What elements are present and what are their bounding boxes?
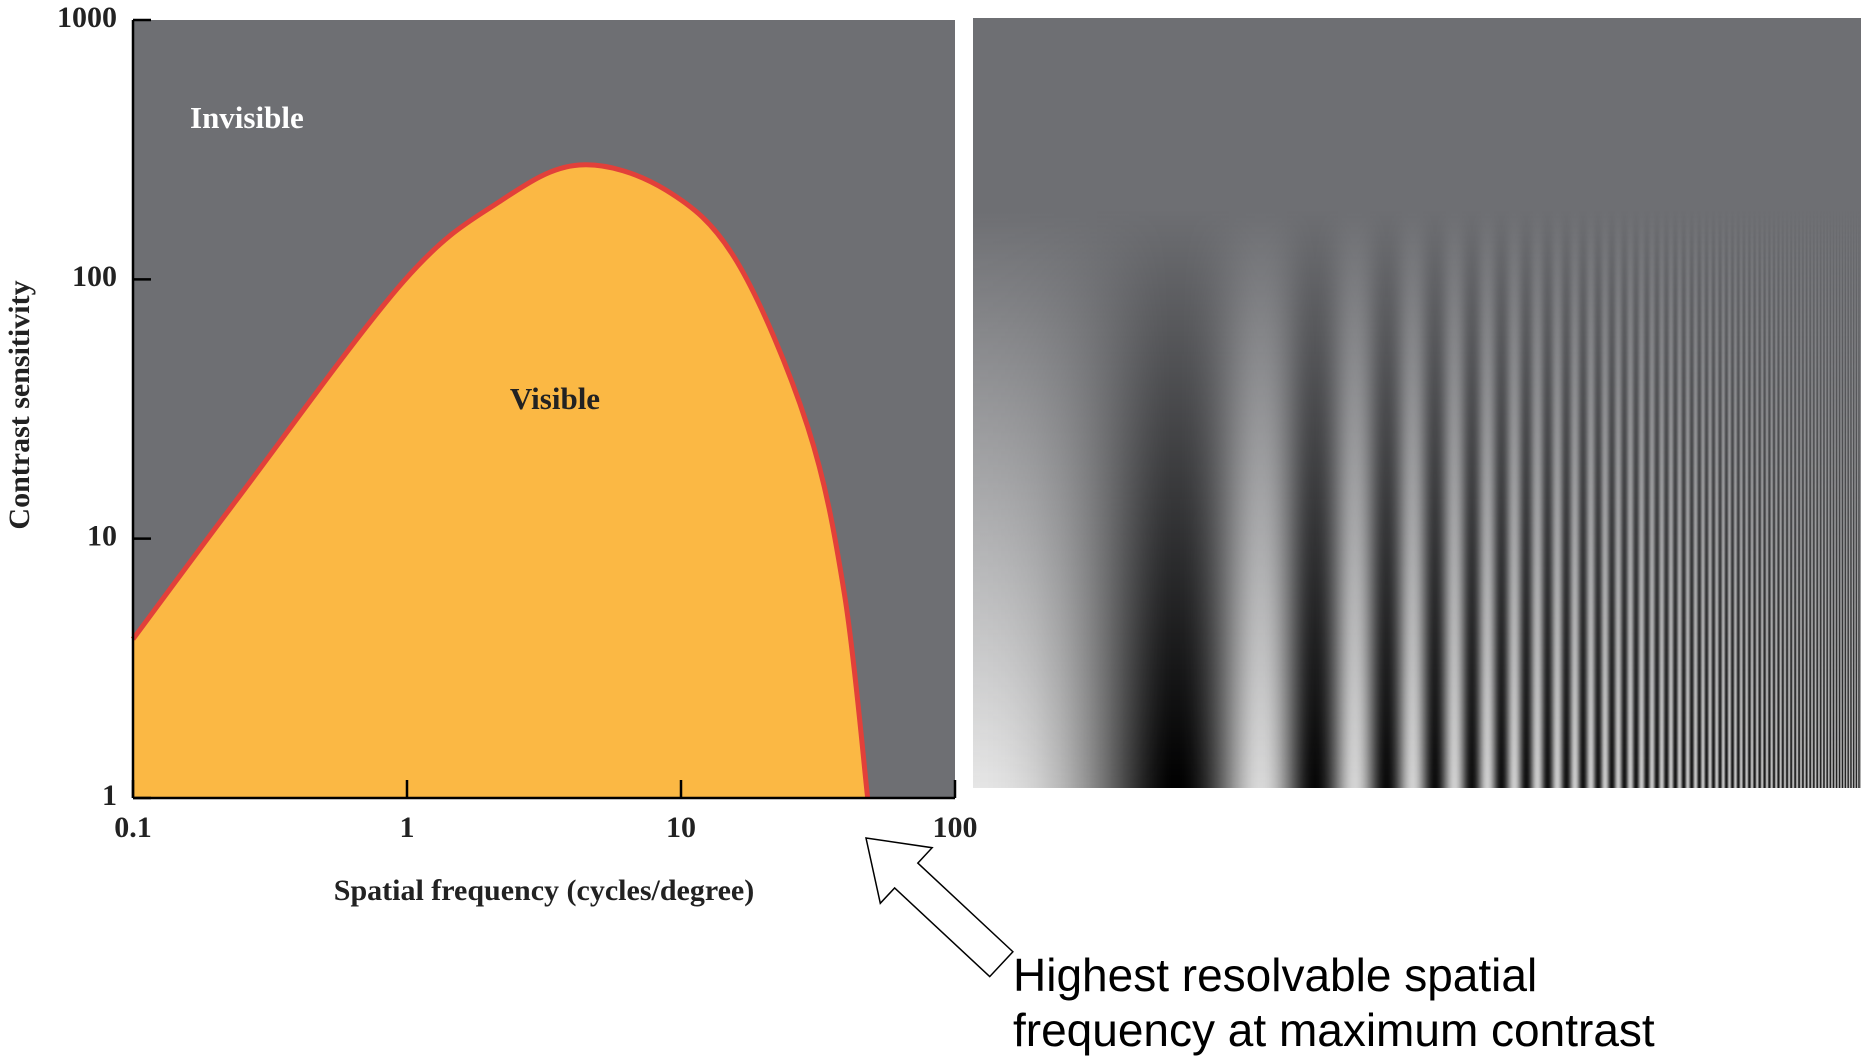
x-tick-label: 0.1	[114, 811, 152, 844]
annotation: Invisible	[190, 100, 304, 135]
callout: frequency at maximum contrast	[1013, 1004, 1655, 1056]
x-tick-label: 10	[666, 811, 696, 844]
page: {"chart_data": { "type": "area", "x_labe…	[0, 0, 1864, 1062]
x-axis-label: Spatial frequency (cycles/degree)	[334, 874, 754, 907]
grating-stripe	[1860, 18, 1861, 788]
callout: Highest resolvable spatial	[1013, 949, 1537, 1001]
y-tick-label: 10	[87, 520, 117, 553]
x-tick-label: 100	[933, 811, 978, 844]
y-tick-label: 100	[72, 260, 117, 293]
annotation: Visible	[510, 381, 600, 416]
y-tick-label: 1	[102, 779, 117, 812]
y-axis-label: Contrast sensitivity	[3, 280, 36, 529]
x-tick-label: 1	[400, 811, 415, 844]
chart: Invisible Visible Spatial frequency (cyc…	[0, 0, 1864, 1062]
grating	[973, 18, 1861, 788]
y-tick-label: 1000	[57, 1, 117, 34]
